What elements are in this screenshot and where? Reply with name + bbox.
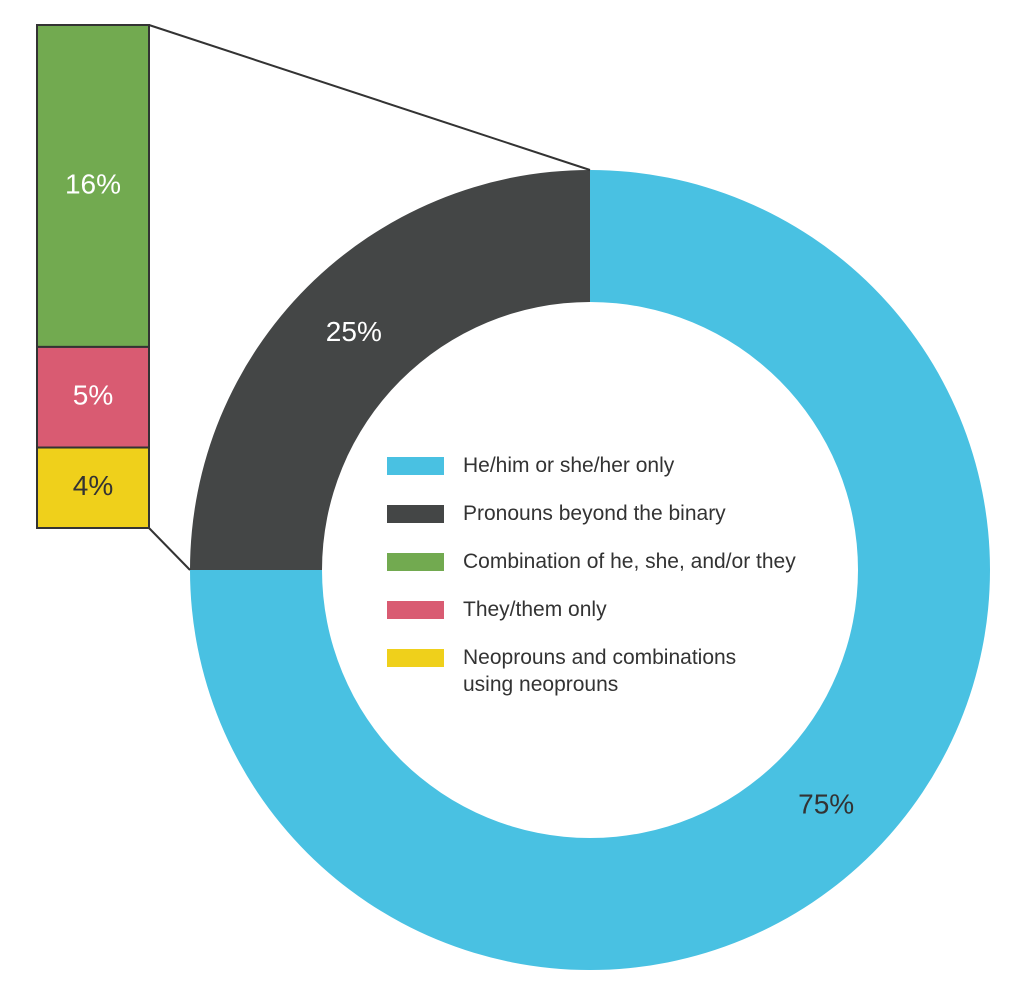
legend-label: They/them only <box>463 598 607 621</box>
bar-segment <box>36 446 150 529</box>
legend-label: Neoprouns and combinations using neoprou… <box>463 646 737 696</box>
donut-segment <box>190 170 990 970</box>
legend-label: Combination of he, she, and/or they <box>463 550 796 573</box>
legend-swatch <box>387 457 444 475</box>
legend-swatch <box>387 505 444 523</box>
connector-line <box>148 527 191 571</box>
legend-label: Pronouns beyond the binary <box>463 502 726 525</box>
legend-item: Pronouns beyond the binary <box>387 500 796 527</box>
legend-item: He/him or she/her only <box>387 452 796 479</box>
bar-segment <box>36 24 150 348</box>
value-label: 5% <box>73 380 113 411</box>
legend-item: They/them only <box>387 596 796 623</box>
legend: He/him or she/her only Pronouns beyond th… <box>387 452 796 719</box>
legend-item: Combination of he, she, and/or they <box>387 548 796 575</box>
connector-line <box>148 24 591 171</box>
bar-segment <box>36 345 150 449</box>
donut-segment <box>190 170 590 570</box>
legend-swatch <box>387 649 444 667</box>
legend-swatch <box>387 553 444 571</box>
value-label: 16% <box>65 168 121 199</box>
legend-label: He/him or she/her only <box>463 454 675 477</box>
legend-swatch <box>387 601 444 619</box>
value-label: 4% <box>73 470 113 501</box>
legend-item: Neoprouns and combinations using neoprou… <box>387 644 796 698</box>
value-label: 75% <box>798 789 854 820</box>
value-label: 25% <box>326 316 382 347</box>
